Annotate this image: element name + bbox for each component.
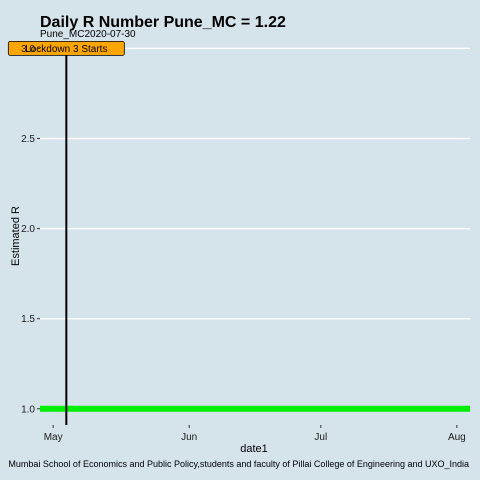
y-tick-label: 1.0: [21, 404, 35, 415]
chart-subtitle: Pune_MC2020-07-30: [40, 29, 136, 40]
grid-layer: [40, 47, 470, 410]
y-axis-title: Estimated R: [10, 206, 22, 266]
event-label: Lockdown 3 Starts: [25, 44, 107, 55]
y-tick-label: 3.0: [21, 44, 35, 55]
x-tick-label: Aug: [448, 432, 466, 443]
event-layer: Lockdown 3 Starts: [7, 41, 125, 425]
x-axis-title: date1: [240, 443, 268, 455]
chart-title: Daily R Number Pune_MC = 1.22: [40, 14, 286, 31]
chart-caption: Mumbai School of Economics and Public Po…: [8, 459, 469, 469]
event-label-box: [7, 41, 125, 56]
axis-layer: 1.0 1.5 2.0 2.5 3.0 May Jun Jul Aug: [21, 44, 466, 443]
x-tick-label: May: [44, 432, 63, 443]
x-tick-label: Jun: [181, 432, 197, 443]
y-tick-label: 2.0: [21, 224, 35, 235]
y-tick-label: 1.5: [21, 314, 35, 325]
y-tick-label: 2.5: [21, 134, 35, 145]
x-tick-label: Jul: [314, 432, 327, 443]
